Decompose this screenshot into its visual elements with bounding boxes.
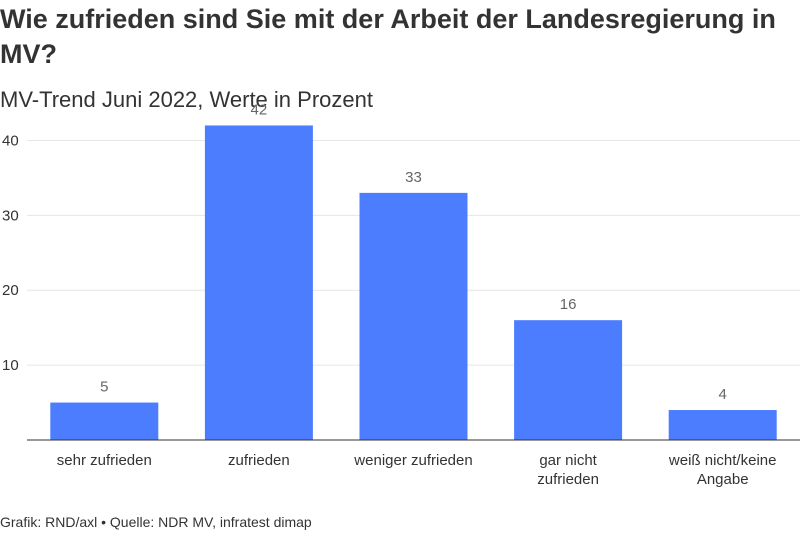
bars <box>50 125 777 440</box>
bar <box>204 125 313 440</box>
bar-chart: 10 20 30 40 5 42 33 16 4 sehr zufrieden zufriede… <box>2 101 800 488</box>
category-label: weniger zufrieden <box>353 452 472 469</box>
value-label: 42 <box>251 101 268 118</box>
value-label: 16 <box>560 296 577 313</box>
bar <box>514 320 623 440</box>
y-tick-label: 10 <box>2 357 19 374</box>
category-label: zufrieden <box>228 452 290 469</box>
value-label: 4 <box>719 386 727 403</box>
category-label: gar nicht zufrieden <box>537 452 599 488</box>
y-tick-labels: 10 20 30 40 <box>2 132 19 374</box>
category-labels: sehr zufrieden zufrieden weniger zufrieden… <box>57 452 777 488</box>
y-tick-label: 20 <box>2 282 19 299</box>
category-label: weiß nicht/keine Angabe <box>668 452 777 488</box>
chart-subtitle: MV-Trend Juni 2022, Werte in Prozent <box>0 87 373 112</box>
bar <box>50 402 159 440</box>
value-label: 33 <box>405 169 422 186</box>
y-tick-label: 30 <box>2 207 19 224</box>
bar <box>359 192 468 440</box>
y-tick-label: 40 <box>2 132 19 149</box>
value-labels: 5 42 33 16 4 <box>100 101 727 403</box>
bar <box>668 410 777 440</box>
category-label: sehr zufrieden <box>57 452 152 469</box>
source-footer: Grafik: RND/axl • Quelle: NDR MV, infrat… <box>0 514 312 530</box>
chart-title: Wie zufrieden sind Sie mit der Arbeit de… <box>0 4 776 69</box>
value-label: 5 <box>100 379 108 396</box>
